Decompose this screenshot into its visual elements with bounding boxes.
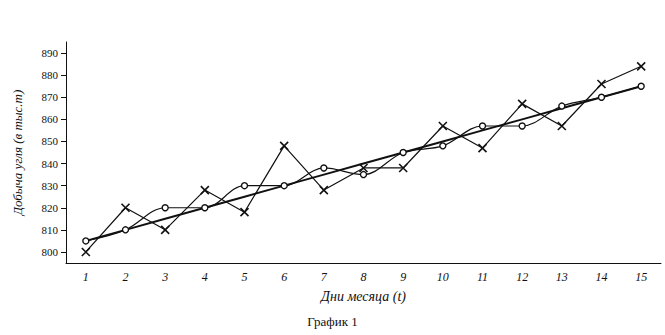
svg-text:5: 5 [242, 270, 248, 284]
svg-text:График 1: График 1 [307, 314, 357, 329]
svg-text:7: 7 [321, 270, 328, 284]
svg-text:860: 860 [42, 113, 59, 125]
svg-text:3: 3 [161, 270, 168, 284]
svg-text:1: 1 [83, 270, 89, 284]
svg-text:11: 11 [477, 270, 488, 284]
svg-text:Дни месяца (t): Дни месяца (t) [319, 289, 406, 305]
svg-text:870: 870 [42, 91, 59, 103]
svg-text:14: 14 [596, 270, 608, 284]
svg-text:2: 2 [123, 270, 129, 284]
svg-text:13: 13 [556, 270, 568, 284]
svg-text:840: 840 [42, 158, 59, 170]
svg-text:12: 12 [516, 270, 528, 284]
svg-text:820: 820 [42, 202, 59, 214]
svg-text:880: 880 [42, 69, 59, 81]
svg-text:4: 4 [202, 270, 208, 284]
svg-text:890: 890 [42, 47, 59, 59]
svg-text:9: 9 [400, 270, 406, 284]
svg-text:850: 850 [42, 135, 59, 147]
svg-text:810: 810 [42, 224, 59, 236]
svg-text:Добыча угля (в тыс.т): Добыча угля (в тыс.т) [10, 90, 25, 218]
svg-text:830: 830 [42, 180, 59, 192]
svg-text:6: 6 [281, 270, 287, 284]
svg-text:15: 15 [635, 270, 647, 284]
svg-text:8: 8 [361, 270, 367, 284]
svg-text:10: 10 [437, 270, 449, 284]
svg-text:800: 800 [42, 246, 59, 258]
